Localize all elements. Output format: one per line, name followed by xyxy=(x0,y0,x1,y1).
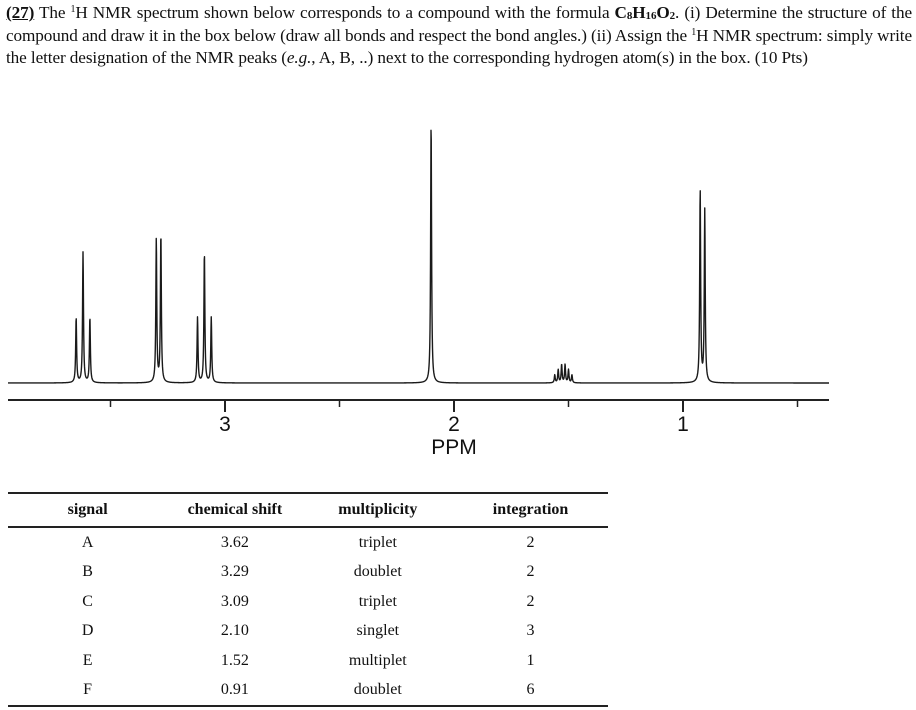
nmr-spectrum-chart: 3 2 1 PPM xyxy=(0,110,916,470)
molecular-formula: C8H16O2 xyxy=(614,3,676,22)
spectrum-trace xyxy=(7,129,830,384)
tick-label: 1 xyxy=(677,413,689,436)
table-row: E 1.52 multiplet 1 xyxy=(82,651,535,669)
header-chemical-shift: chemical shift xyxy=(167,492,303,528)
table-row: B 3.29 doublet 2 xyxy=(82,563,535,581)
header-signal: signal xyxy=(8,492,168,528)
table-row: C 3.09 triplet 2 xyxy=(82,592,535,610)
header-integration: integration xyxy=(453,492,608,528)
x-axis-ticks: 3 2 1 xyxy=(109,400,799,436)
tick-label: 2 xyxy=(448,413,460,436)
question-number: (27) xyxy=(6,3,35,22)
nmr-spectrum-plot: 3 2 1 PPM xyxy=(7,129,830,459)
table-row: A 3.62 triplet 2 xyxy=(81,533,535,551)
table-header-row: signal chemical shift multiplicity integ… xyxy=(8,492,608,528)
question-text: (27) The 1H NMR spectrum shown below cor… xyxy=(6,3,912,67)
nmr-data-table: signal chemical shift multiplicity integ… xyxy=(8,492,608,707)
table-row: D 2.10 singlet 3 xyxy=(81,622,535,640)
x-axis-label: PPM xyxy=(431,436,477,459)
header-multiplicity: multiplicity xyxy=(302,492,454,528)
tick-label: 3 xyxy=(219,413,231,436)
table-row: F 0.91 doublet 6 xyxy=(8,675,608,707)
